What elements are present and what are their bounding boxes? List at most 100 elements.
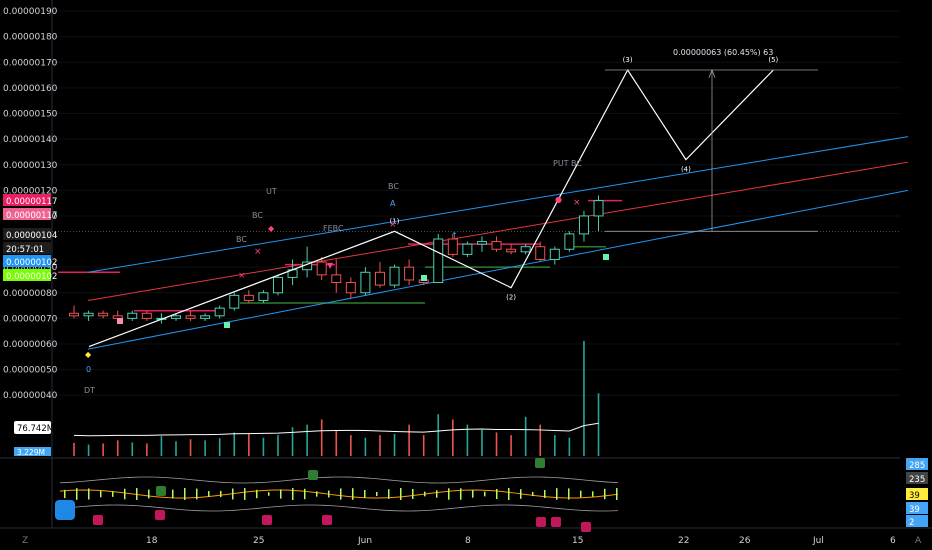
oscillator-line — [59, 504, 619, 512]
candle-body — [578, 215, 589, 235]
price-badge-label: 0.00000117 — [6, 211, 57, 221]
oscillator-signal-box — [535, 458, 545, 468]
volume-bar — [422, 435, 425, 456]
oscillator-bar — [604, 488, 606, 500]
signal-cross-icon: × — [238, 271, 246, 281]
timezone-icon[interactable]: Z — [22, 536, 28, 546]
oscillator-bar — [340, 488, 342, 500]
oscillator-bar — [268, 492, 270, 496]
oscillator-bar — [556, 488, 558, 500]
candle-body — [564, 233, 575, 250]
oscillator-bar — [100, 490, 102, 498]
square-signal-marker — [117, 318, 123, 324]
oscillator-bar — [292, 488, 294, 500]
oscillator-signal-box — [262, 515, 272, 525]
price-tick-label: 0.00000140 — [3, 135, 58, 145]
volume-badge-label: 76.742M — [17, 424, 54, 434]
time-tick-label: Jul — [812, 536, 824, 546]
square-signal-marker — [224, 322, 230, 328]
annotation-bc-3: BC — [388, 182, 399, 191]
price-tick-label: 0.00000180 — [3, 33, 58, 43]
volume-bar — [277, 435, 279, 456]
oscillator-badge — [906, 515, 928, 527]
price-tick-label: 0.00000060 — [3, 340, 58, 350]
down-triangle-icon: ▼ — [327, 261, 334, 270]
candle-body — [69, 312, 79, 317]
square-signal-marker — [603, 254, 609, 260]
oscillator-bar — [412, 488, 414, 500]
price-badges: 0.00000117 0.00000117 0.00000104 20:57:01 0.… — [3, 194, 928, 528]
candle-body — [243, 294, 254, 301]
price-tick-label: 0.00000080 — [3, 289, 58, 299]
candle-body — [141, 312, 152, 319]
volume-bar — [218, 438, 221, 456]
oscillator-bar — [388, 489, 390, 499]
time-tick-label: 8 — [465, 536, 471, 546]
volume-bar — [408, 424, 410, 456]
annotation-febc: FEBC — [323, 224, 344, 233]
candle-body — [549, 248, 560, 260]
candlestick-series[interactable] — [69, 195, 604, 324]
oscillator-bar — [136, 488, 138, 500]
time-axis[interactable]: 18 25 Jun 8 15 22 26 Jul 6 — [146, 536, 896, 546]
oscillator-pane — [55, 458, 619, 532]
candle-body — [98, 312, 109, 317]
oscillator-bar — [376, 491, 378, 497]
price-badge — [3, 228, 51, 240]
square-signal-marker — [421, 275, 427, 281]
candle-body — [535, 246, 546, 260]
up-arrow-icon: ↑ — [451, 231, 458, 240]
oscillator-line — [59, 476, 619, 484]
oscillator-signal-box — [536, 517, 546, 527]
oscillator-line — [59, 489, 619, 499]
volume-bar — [524, 416, 527, 456]
oscillator-bar — [472, 490, 474, 498]
oscillator-bar — [124, 488, 126, 500]
channel-upper-line — [87, 136, 909, 273]
price-tick-label: 0.00000130 — [3, 161, 58, 171]
elliott-wave-projection[interactable]: (1) (2) (3) (4) (5) — [88, 56, 818, 348]
diamond-marker-icon: ◆ — [268, 224, 275, 233]
price-badge-label: 0.00000102 — [6, 272, 57, 282]
oscillator-bar — [220, 490, 222, 498]
volume-bar — [189, 439, 192, 456]
oscillator-badge-label: 39 — [909, 491, 920, 501]
oscillator-bar — [436, 490, 438, 498]
oscillator-bar — [316, 491, 318, 497]
oscillator-bar — [364, 490, 366, 498]
annotation-ut: UT — [266, 187, 277, 196]
candle-body — [112, 315, 123, 319]
oscillator-signal-box — [322, 515, 332, 525]
volume-bar — [335, 429, 338, 456]
oscillator-bar — [256, 489, 258, 499]
oscillator-bar — [532, 491, 534, 497]
oscillator-bar — [88, 488, 90, 500]
measure-label: 0.00000063 (60.45%) 63 — [673, 48, 773, 57]
volume-bar — [160, 436, 163, 456]
price-badge-label: 0.00000117 — [6, 197, 57, 207]
oscillator-bar — [460, 488, 462, 500]
volume-bar — [350, 435, 352, 456]
price-tick-label: 0.00000090 — [3, 263, 58, 273]
candle-body — [476, 241, 487, 245]
price-tick-label: 0.00000050 — [3, 366, 58, 376]
candle-body — [593, 200, 604, 217]
oscillator-badge — [906, 488, 928, 500]
price-tick-label: 0.00000190 — [3, 7, 58, 17]
price-axis[interactable]: 0.00000190 0.00000180 0.00000170 0.00000160… — [3, 7, 900, 401]
volume-badge — [14, 421, 51, 434]
oscillator-badge-label: 235 — [909, 475, 925, 485]
signal-cross-icon: × — [254, 247, 262, 257]
oscillator-bar — [616, 488, 618, 500]
volume-bar — [102, 443, 104, 456]
candle-body — [404, 266, 415, 281]
candle-body — [447, 238, 458, 255]
price-tick-label: 0.00000160 — [3, 84, 58, 94]
oscillator-bar — [184, 488, 186, 500]
candle-body — [491, 241, 502, 250]
wave-label: (2) — [506, 294, 516, 302]
signal-markers: × × × × ◆ ● ▼ ◆ ↑ — [85, 195, 609, 359]
auto-scale-icon[interactable]: A — [915, 536, 922, 546]
